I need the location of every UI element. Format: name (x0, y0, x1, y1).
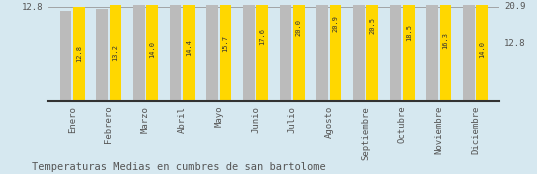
Text: 14.0: 14.0 (149, 41, 155, 58)
Bar (60, 11, 71, 101)
Bar (170, 0, 182, 101)
Text: 12.8: 12.8 (76, 45, 82, 62)
Text: 20.5: 20.5 (369, 17, 375, 34)
Bar (476, 0, 488, 101)
Bar (133, 3, 145, 101)
Bar (110, 4, 121, 101)
Text: 15.7: 15.7 (222, 35, 228, 52)
Bar (426, 0, 438, 101)
Text: 14.0: 14.0 (479, 41, 485, 58)
Text: 20.9: 20.9 (332, 15, 338, 33)
Bar (353, 0, 365, 101)
Bar (96, 9, 108, 101)
Bar (73, 7, 85, 101)
Bar (220, 0, 231, 101)
Bar (183, 0, 194, 101)
Bar (206, 0, 218, 101)
Bar (463, 3, 475, 101)
Text: 14.4: 14.4 (186, 39, 192, 56)
Bar (390, 0, 402, 101)
Text: 18.5: 18.5 (406, 24, 412, 41)
Text: 20.0: 20.0 (296, 19, 302, 36)
Bar (366, 0, 378, 101)
Bar (403, 0, 415, 101)
Text: 17.6: 17.6 (259, 28, 265, 45)
Bar (280, 0, 292, 101)
Bar (256, 0, 268, 101)
Text: 16.3: 16.3 (442, 32, 448, 49)
Bar (293, 0, 304, 101)
Bar (146, 0, 158, 101)
Bar (316, 0, 328, 101)
Bar (330, 0, 342, 101)
Bar (440, 0, 452, 101)
Bar (243, 0, 255, 101)
Text: 13.2: 13.2 (112, 44, 119, 61)
Text: Temperaturas Medias en cumbres de san bartolome: Temperaturas Medias en cumbres de san ba… (32, 162, 326, 172)
